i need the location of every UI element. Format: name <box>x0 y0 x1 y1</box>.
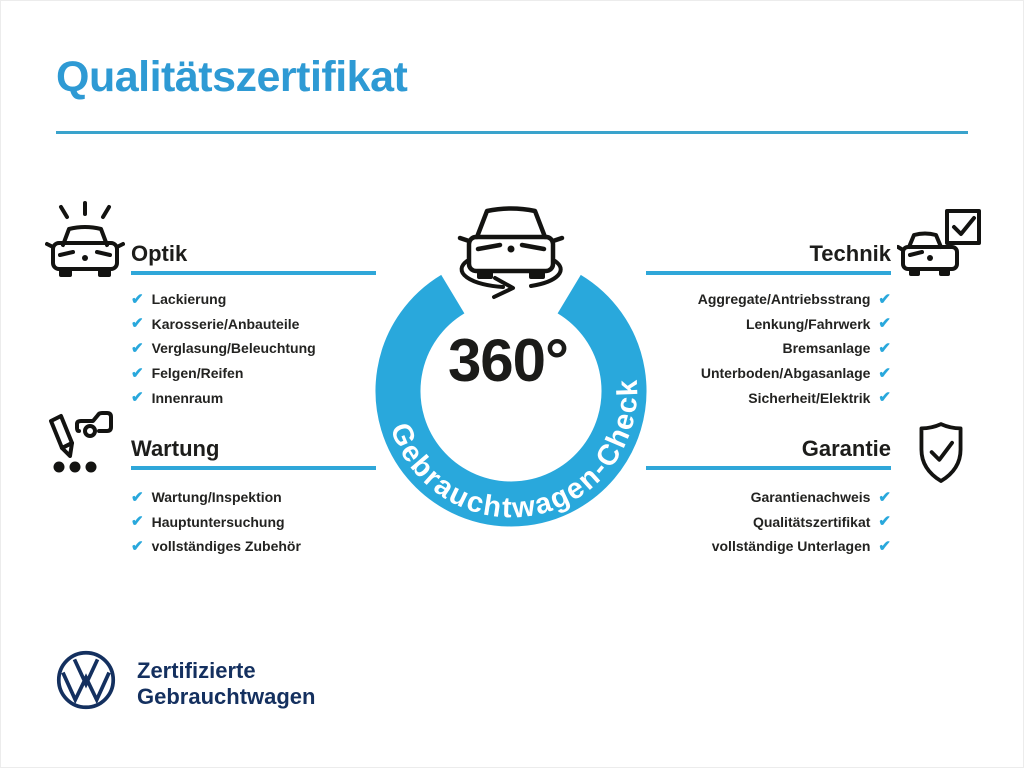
section-garantie-underline <box>646 466 891 470</box>
section-technik-title: Technik <box>809 241 891 266</box>
check-item: ✔ vollständiges Zubehör <box>131 534 301 559</box>
check-icon: ✔ <box>878 537 891 555</box>
car-shine-icon <box>45 199 125 291</box>
check-item: ✔ Wartung/Inspektion <box>131 485 301 510</box>
check-icon: ✔ <box>131 315 144 333</box>
item-label: Garantienachweis <box>750 489 871 506</box>
check-item: vollständige Unterlagen ✔ <box>561 534 891 559</box>
check-item: ✔ Verglasung/Beleuchtung <box>131 336 316 361</box>
wartung-checklist: ✔ Wartung/Inspektion ✔ Hauptuntersuchung ✔… <box>131 485 301 559</box>
section-garantie: Garantie <box>646 435 891 470</box>
check-icon: ✔ <box>878 339 891 357</box>
section-garantie-title: Garantie <box>801 436 891 461</box>
car-rotate-icon <box>457 206 565 299</box>
section-wartung: Wartung <box>131 435 376 470</box>
check-icon: ✔ <box>131 537 144 555</box>
check-item: Qualitätszertifikat ✔ <box>561 510 891 535</box>
item-label: Unterboden/Abgasanlage <box>700 365 871 382</box>
check-icon: ✔ <box>878 315 891 333</box>
vw-logo <box>53 647 119 713</box>
item-label: Bremsanlage <box>782 340 871 357</box>
check-item: ✔ Lackierung <box>131 287 316 312</box>
footer-claim-line2: Gebrauchtwagen <box>137 684 316 709</box>
item-label: Wartung/Inspektion <box>151 489 282 506</box>
ring-360-graphic: Gebrauchtwagen-Check <box>375 206 647 527</box>
footer-claim-line1: Zertifizierte <box>137 658 256 683</box>
check-icon: ✔ <box>878 513 891 531</box>
section-technik-underline <box>646 271 891 275</box>
item-label: Hauptuntersuchung <box>151 513 285 530</box>
optik-checklist: ✔ Lackierung ✔ Karosserie/Anbauteile ✔ Verg… <box>131 287 316 410</box>
check-item: ✔ Innenraum <box>131 385 316 410</box>
garantie-checklist: Garantienachweis ✔ Qualitätszertifikat ✔ v… <box>561 485 891 559</box>
footer-claim: Zertifizierte Gebrauchtwagen <box>137 658 315 710</box>
item-label: vollständige Unterlagen <box>711 538 871 555</box>
check-item: ✔ Karosserie/Anbauteile <box>131 312 316 337</box>
item-label: vollständiges Zubehör <box>151 538 301 555</box>
check-item: Lenkung/Fahrwerk ✔ <box>561 312 891 337</box>
section-technik: Technik <box>646 240 891 275</box>
section-wartung-underline <box>131 466 376 470</box>
check-icon: ✔ <box>878 488 891 506</box>
item-label: Aggregate/Antriebsstrang <box>697 291 871 308</box>
check-item: Aggregate/Antriebsstrang ✔ <box>561 287 891 312</box>
check-icon: ✔ <box>131 488 144 506</box>
section-optik-underline <box>131 271 376 275</box>
check-item: Bremsanlage ✔ <box>561 336 891 361</box>
item-label: Sicherheit/Elektrik <box>748 389 871 406</box>
pencil-car-icon <box>41 403 121 483</box>
check-item: Unterboden/Abgasanlage ✔ <box>561 361 891 386</box>
item-label: Qualitätszertifikat <box>752 513 871 530</box>
check-item: ✔ Felgen/Reifen <box>131 361 316 386</box>
check-item: Garantienachweis ✔ <box>561 485 891 510</box>
check-item: Sicherheit/Elektrik ✔ <box>561 385 891 410</box>
item-label: Lenkung/Fahrwerk <box>745 315 871 332</box>
check-item: ✔ Hauptuntersuchung <box>131 510 301 535</box>
item-label: Verglasung/Beleuchtung <box>151 340 316 357</box>
check-icon: ✔ <box>131 290 144 308</box>
item-label: Karosserie/Anbauteile <box>151 315 300 332</box>
check-icon: ✔ <box>878 364 891 382</box>
page-title: Qualitätszertifikat <box>56 53 408 101</box>
title-divider <box>56 131 968 134</box>
car-checkbox-icon <box>897 205 985 283</box>
check-icon: ✔ <box>878 389 891 407</box>
item-label: Felgen/Reifen <box>151 365 244 382</box>
section-wartung-title: Wartung <box>131 436 220 461</box>
check-icon: ✔ <box>131 339 144 357</box>
degree-360-label: 360° <box>447 327 569 394</box>
technik-checklist: Aggregate/Antriebsstrang ✔ Lenkung/Fahrwe… <box>561 287 891 410</box>
item-label: Lackierung <box>151 291 227 308</box>
item-label: Innenraum <box>151 389 224 406</box>
check-icon: ✔ <box>131 513 144 531</box>
section-optik-title: Optik <box>131 241 188 266</box>
shield-check-icon <box>907 413 975 493</box>
check-icon: ✔ <box>878 290 891 308</box>
check-icon: ✔ <box>131 364 144 382</box>
ring-arc <box>375 274 647 527</box>
check-icon: ✔ <box>131 389 144 407</box>
section-optik: Optik <box>131 240 376 275</box>
